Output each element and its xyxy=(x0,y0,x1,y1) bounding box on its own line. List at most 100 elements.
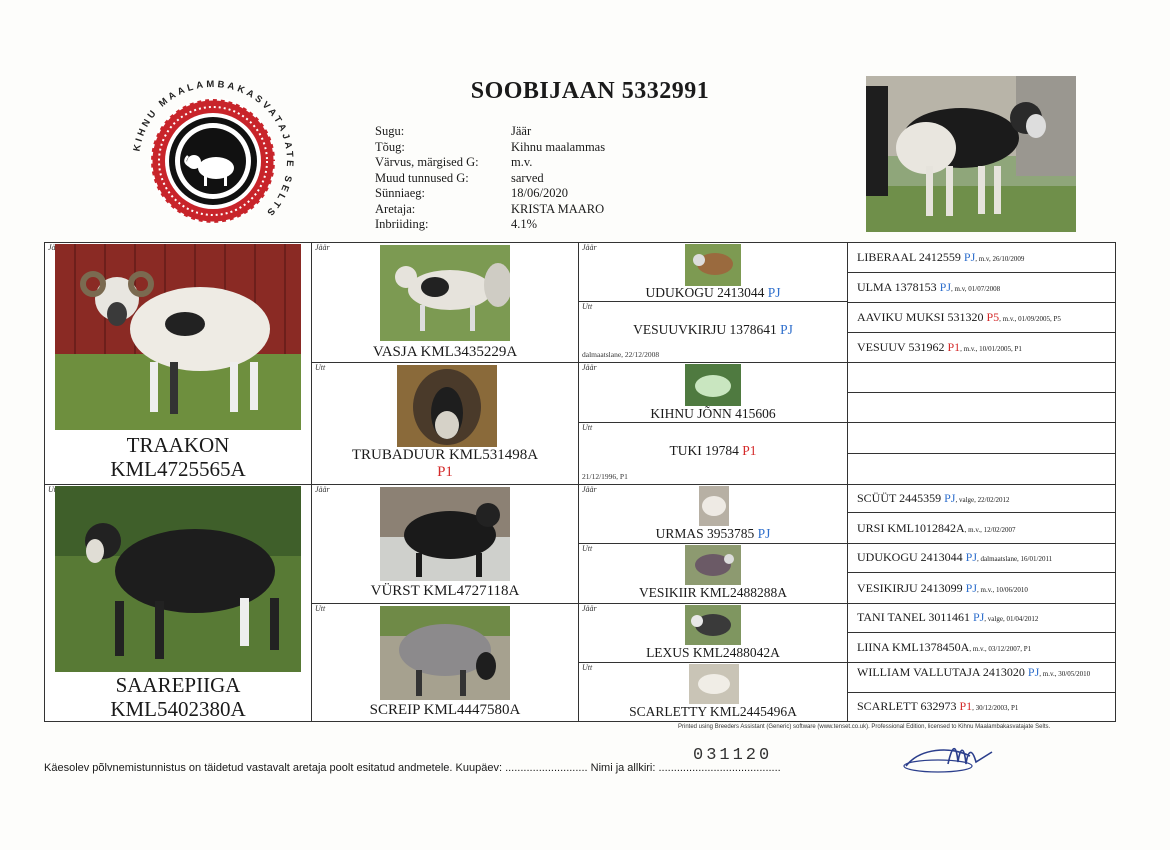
ancestor-cell: VESIKIRJU 2413099 PJ, m.v., 10/06/2010 xyxy=(847,572,1116,604)
great-grandparent-cell: Jäär KIHNU JÕNN 415606 xyxy=(578,362,848,423)
grade-code: PJ xyxy=(939,280,952,294)
info-value: 4.1% xyxy=(511,217,538,231)
great-grandparent-name: UDUKOGU 2413044 PJ xyxy=(579,285,847,301)
animal-subinfo: , m.v., 12/02/2007 xyxy=(964,526,1016,534)
ancestor-cell-empty xyxy=(847,362,1116,393)
info-row: Sugu: Jäär xyxy=(375,124,605,140)
info-value: Jäär xyxy=(511,124,532,138)
great-grandparent-photo xyxy=(685,364,741,406)
animal-subinfo: 21/12/1996, P1 xyxy=(582,472,628,481)
info-label: Värvus, märgised G: xyxy=(375,155,479,169)
great-grandparent-name: SCARLETTY KML2445496A xyxy=(579,704,847,720)
great-grandparent-cell: Jäär LEXUS KML2488042A xyxy=(578,603,848,663)
grandparent-name: VÜRST KML4727118A xyxy=(312,583,578,600)
dam-cell: Utt SAAREPIIGA KML5402380A xyxy=(44,484,312,722)
grade-code: PJ xyxy=(944,491,956,505)
animal-subinfo: , 30/12/2003, P1 xyxy=(972,704,1019,712)
info-label: Sünniaeg: xyxy=(375,186,425,200)
sex-label: Utt xyxy=(315,363,326,372)
great-grandparent-name: VESIKIIR KML2488288A xyxy=(579,585,847,601)
info-value: m.v. xyxy=(511,155,533,169)
main-animal-photo xyxy=(866,76,1076,232)
sire-cell: Jäär TRAAKON KML4725565A xyxy=(44,242,312,485)
dam-name: SAAREPIIGA xyxy=(115,673,241,697)
animal-name: SCREIP KML4447580A xyxy=(369,702,521,718)
sex-label: Jäär xyxy=(315,243,330,252)
ancestor-entry: VESIKIRJU 2413099 PJ, m.v., 10/06/2010 xyxy=(857,581,1028,596)
info-row: Inbriiding: 4.1% xyxy=(375,217,605,233)
info-value: KRISTA MAARO xyxy=(511,201,605,216)
animal-name: AAVIKU MUKSI 531320 xyxy=(857,310,984,324)
animal-name: SCÜÜT 2445359 xyxy=(857,491,942,505)
animal-name: ULMA 1378153 xyxy=(857,280,937,294)
animal-name: VÜRST KML4727118A xyxy=(370,583,520,599)
society-logo: KIHNU MAALAMBAKASVATAJATE SELTS xyxy=(132,79,292,225)
grade-code: P1 xyxy=(947,340,961,354)
sex-label: Utt xyxy=(582,663,593,672)
animal-subinfo: , m.v, 26/10/2009 xyxy=(975,255,1025,263)
ancestor-entry: ULMA 1378153 PJ, m.v, 01/07/2008 xyxy=(857,280,1000,295)
info-value: sarved xyxy=(511,170,544,185)
grandparent-name: SCREIP KML4447580A xyxy=(312,702,578,719)
ancestor-entry: LIINA KML1378450A, m.v., 03/12/2007, P1 xyxy=(857,640,1031,655)
dam-reg: KML5402380A xyxy=(110,697,246,721)
ancestor-entry: WILLIAM VALLUTAJA 2413020 PJ, m.v., 30/0… xyxy=(857,666,1112,681)
sex-label: Jäär xyxy=(315,485,330,494)
ancestor-cell: SCARLETT 632973 P1, 30/12/2003, P1 xyxy=(847,692,1116,722)
grandparent-photo xyxy=(380,606,510,700)
animal-name: URSI KML1012842A xyxy=(857,521,965,535)
animal-subinfo: , m.v., 01/09/2005, P5 xyxy=(999,315,1061,323)
sex-label: Jäär xyxy=(582,243,597,252)
declaration-text: Käesolev põlvnemistunnistus on täidetud … xyxy=(44,762,781,774)
ancestor-entry: LIBERAAL 2412559 PJ, m.v, 26/10/2009 xyxy=(857,250,1024,265)
ancestor-entry: SCÜÜT 2445359 PJ, valge, 22/02/2012 xyxy=(857,491,1010,506)
ancestor-cell: VESUUV 531962 P1, m.v., 10/01/2005, P1 xyxy=(847,332,1116,363)
animal-name: URMAS 3953785 xyxy=(655,526,755,541)
animal-subinfo: , m.v, 01/07/2008 xyxy=(951,285,1001,293)
grandparent-name: TRUBADUUR KML531498A xyxy=(312,447,578,464)
grandparent-photo xyxy=(380,487,510,581)
ancestor-entry: AAVIKU MUKSI 531320 P5, m.v., 01/09/2005… xyxy=(857,310,1061,325)
great-grandparent-photo xyxy=(699,486,729,526)
grandparent-name: VASJA KML3435229A xyxy=(312,344,578,361)
great-grandparent-name: LEXUS KML2488042A xyxy=(579,645,847,661)
sire-reg: KML4725565A xyxy=(110,457,246,481)
animal-name: WILLIAM VALLUTAJA 2413020 xyxy=(857,665,1025,679)
page-title: SOOBIJAAN 5332991 xyxy=(470,78,710,104)
ancestor-cell: TANI TANEL 3011461 PJ, valge, 01/04/2012 xyxy=(847,603,1116,633)
info-label: Tõug: xyxy=(375,139,405,154)
animal-subinfo: , m.v., 30/05/2010 xyxy=(1039,670,1091,678)
great-grandparent-photo xyxy=(689,664,739,704)
animal-name: VESUUV 531962 xyxy=(857,340,945,354)
animal-subinfo: dalmaatslane, 22/12/2008 xyxy=(582,350,660,359)
grade-code: P5 xyxy=(986,310,1000,324)
ancestor-entry: UDUKOGU 2413044 PJ, dalmaatslane, 16/01/… xyxy=(857,550,1052,565)
ancestor-cell: ULMA 1378153 PJ, m.v, 01/07/2008 xyxy=(847,272,1116,303)
sex-label: Utt xyxy=(315,604,326,613)
ancestor-entry: SCARLETT 632973 P1, 30/12/2003, P1 xyxy=(857,699,1018,714)
info-label: Muud tunnused G: xyxy=(375,170,469,185)
great-grandparent-cell: Utt VESIKIIR KML2488288A xyxy=(578,543,848,604)
grandparent-code: P1 xyxy=(437,464,453,480)
animal-subinfo: , dalmaatslane, 16/01/2011 xyxy=(977,555,1053,563)
animal-name: LIBERAAL 2412559 xyxy=(857,250,961,264)
great-grandparent-photo xyxy=(685,244,741,286)
sex-label: Jäär xyxy=(582,604,597,613)
grandparent-cell: Utt TRUBADUUR KML531498A P1 xyxy=(311,362,579,485)
info-row: Aretaja: KRISTA MAARO xyxy=(375,202,605,218)
animal-subinfo: , m.v., 03/12/2007, P1 xyxy=(969,645,1032,653)
animal-subinfo: , m.v., 10/06/2010 xyxy=(977,586,1028,594)
grade-code: PJ xyxy=(757,526,771,541)
sex-label: Utt xyxy=(582,423,593,432)
animal-name: TANI TANEL 3011461 xyxy=(857,610,970,624)
great-grandparent-photo xyxy=(685,605,741,645)
animal-name: SCARLETT 632973 xyxy=(857,699,957,713)
great-grandparent-cell: Jäär URMAS 3953785 PJ xyxy=(578,484,848,544)
grade-code: P1 xyxy=(742,443,757,458)
info-label: Sugu: xyxy=(375,124,405,138)
sire-name: TRAAKON xyxy=(126,433,230,457)
great-grandparent-name: VESUUVKIRJU 1378641 PJ xyxy=(579,322,847,338)
ancestor-cell: AAVIKU MUKSI 531320 P5, m.v., 01/09/2005… xyxy=(847,302,1116,333)
animal-subinfo: , m.v., 10/01/2005, P1 xyxy=(960,345,1022,353)
ancestor-cell: LIINA KML1378450A, m.v., 03/12/2007, P1 xyxy=(847,632,1116,663)
